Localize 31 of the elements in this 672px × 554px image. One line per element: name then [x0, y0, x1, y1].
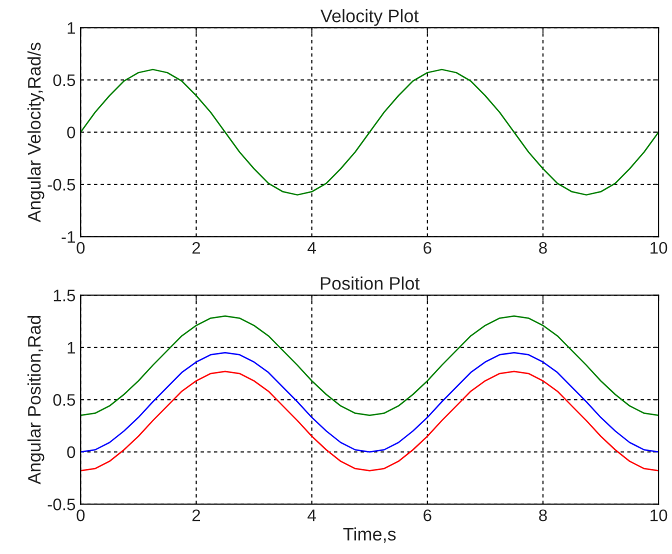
- x-tick-label: 8: [539, 509, 547, 522]
- x-axis-title: Time,s: [343, 527, 396, 543]
- y-tick-label: 0.5: [53, 394, 76, 406]
- y-axis-title: Angular Velocity,Rad/s: [27, 42, 44, 222]
- x-tick-label: 6: [424, 242, 432, 254]
- line-series: [80, 68, 659, 196]
- x-tick-label: 10: [650, 509, 668, 522]
- chart-title: Velocity Plot: [320, 9, 419, 26]
- y-tick-label: -0.5: [48, 498, 76, 510]
- x-tick-label: 0: [76, 242, 85, 254]
- x-tick-label: 10: [650, 242, 668, 254]
- line-series: [80, 315, 659, 416]
- y-axis-title: Angular Position,Rad: [27, 316, 44, 484]
- y-tick-label: 0: [67, 126, 76, 138]
- line-series: [80, 370, 659, 472]
- x-tick-label: 4: [308, 242, 316, 254]
- y-tick-label: -1: [62, 231, 75, 243]
- x-tick-label: 2: [192, 509, 200, 522]
- y-tick-label: 1: [68, 342, 75, 354]
- chart-title: Position Plot: [320, 276, 420, 290]
- x-tick-label: 6: [424, 509, 432, 522]
- x-tick-label: 4: [308, 510, 316, 522]
- y-tick-label: 0.5: [53, 74, 76, 86]
- y-tick-label: 0: [67, 446, 76, 458]
- line-series: [80, 352, 659, 453]
- y-tick-label: -0.5: [48, 178, 76, 191]
- y-tick-label: 1.5: [54, 290, 76, 302]
- x-tick-label: 0: [76, 509, 85, 522]
- y-tick-label: 1: [68, 22, 75, 34]
- x-tick-label: 2: [192, 242, 200, 254]
- x-tick-label: 8: [539, 242, 547, 254]
